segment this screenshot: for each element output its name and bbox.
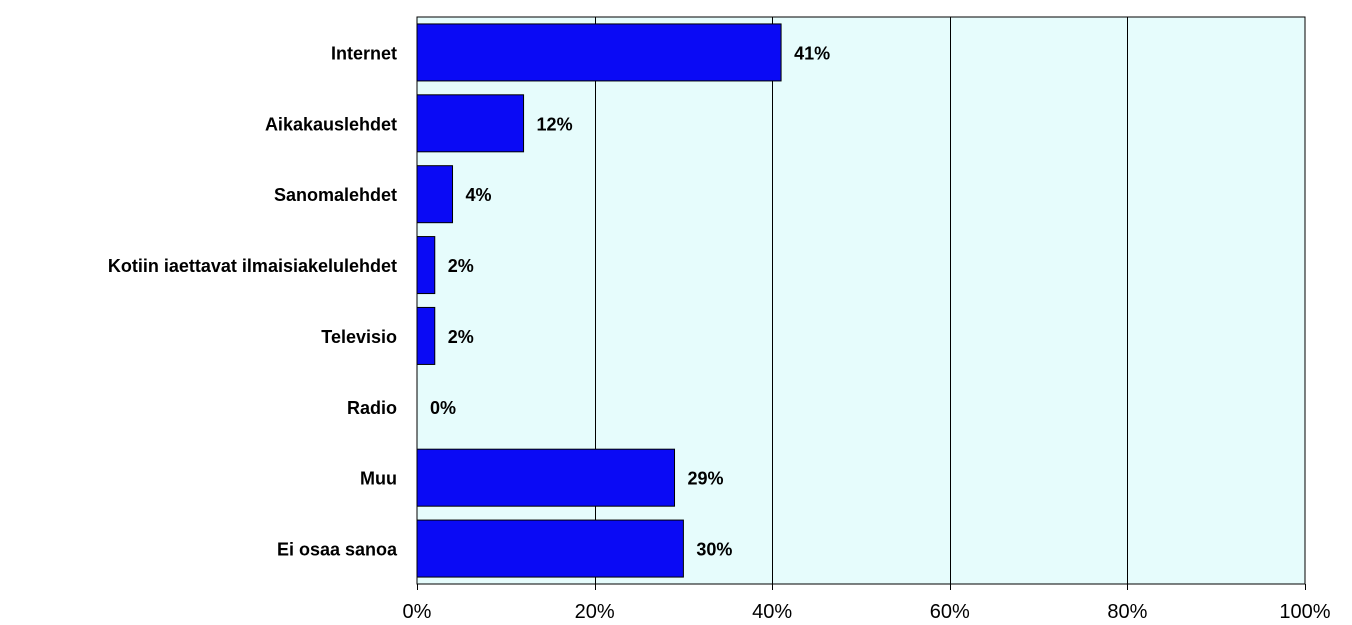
bar [416,306,436,365]
category-label: Internet [331,43,397,63]
value-label: 30% [696,540,732,560]
plot-border [416,16,1306,585]
bars [416,23,782,578]
value-label: 0% [430,398,456,418]
bar [416,165,454,224]
value-label: 2% [448,327,474,347]
x-tick-label: 20% [575,601,615,623]
value-label: 29% [688,469,724,489]
bar [416,236,436,295]
category-label: Muu [360,469,397,489]
value-label: 4% [466,185,492,205]
bar [416,23,782,82]
x-tick-label: 60% [930,601,970,623]
value-label: 12% [537,114,573,134]
category-label: Kotiin iaettavat ilmaisiakelulehdet [108,256,397,276]
category-labels: Internet Aikakauslehdet Sanomalehdet Kotiin… [108,43,398,559]
bar [416,519,684,578]
value-label: 2% [448,256,474,276]
x-tick-label: 100% [1279,601,1330,623]
gridlines [417,17,1306,590]
category-label: Radio [347,398,397,418]
x-tick-label: 80% [1107,601,1147,623]
x-tick-label: 0% [403,601,432,623]
x-axis-tick-labels: 0% 20% 40% 60% 80% 100% [403,601,1331,623]
category-label: Ei osaa sanoa [277,540,398,560]
category-label: Aikakauslehdet [265,114,397,134]
value-label: 41% [794,43,830,63]
bar [416,448,676,507]
category-label: Televisio [321,327,397,347]
bar [416,94,525,153]
x-tick-label: 40% [752,601,792,623]
value-labels: 41% 12% 4% 2% 2% 0% 29% 30% [430,43,830,559]
category-label: Sanomalehdet [274,185,397,205]
